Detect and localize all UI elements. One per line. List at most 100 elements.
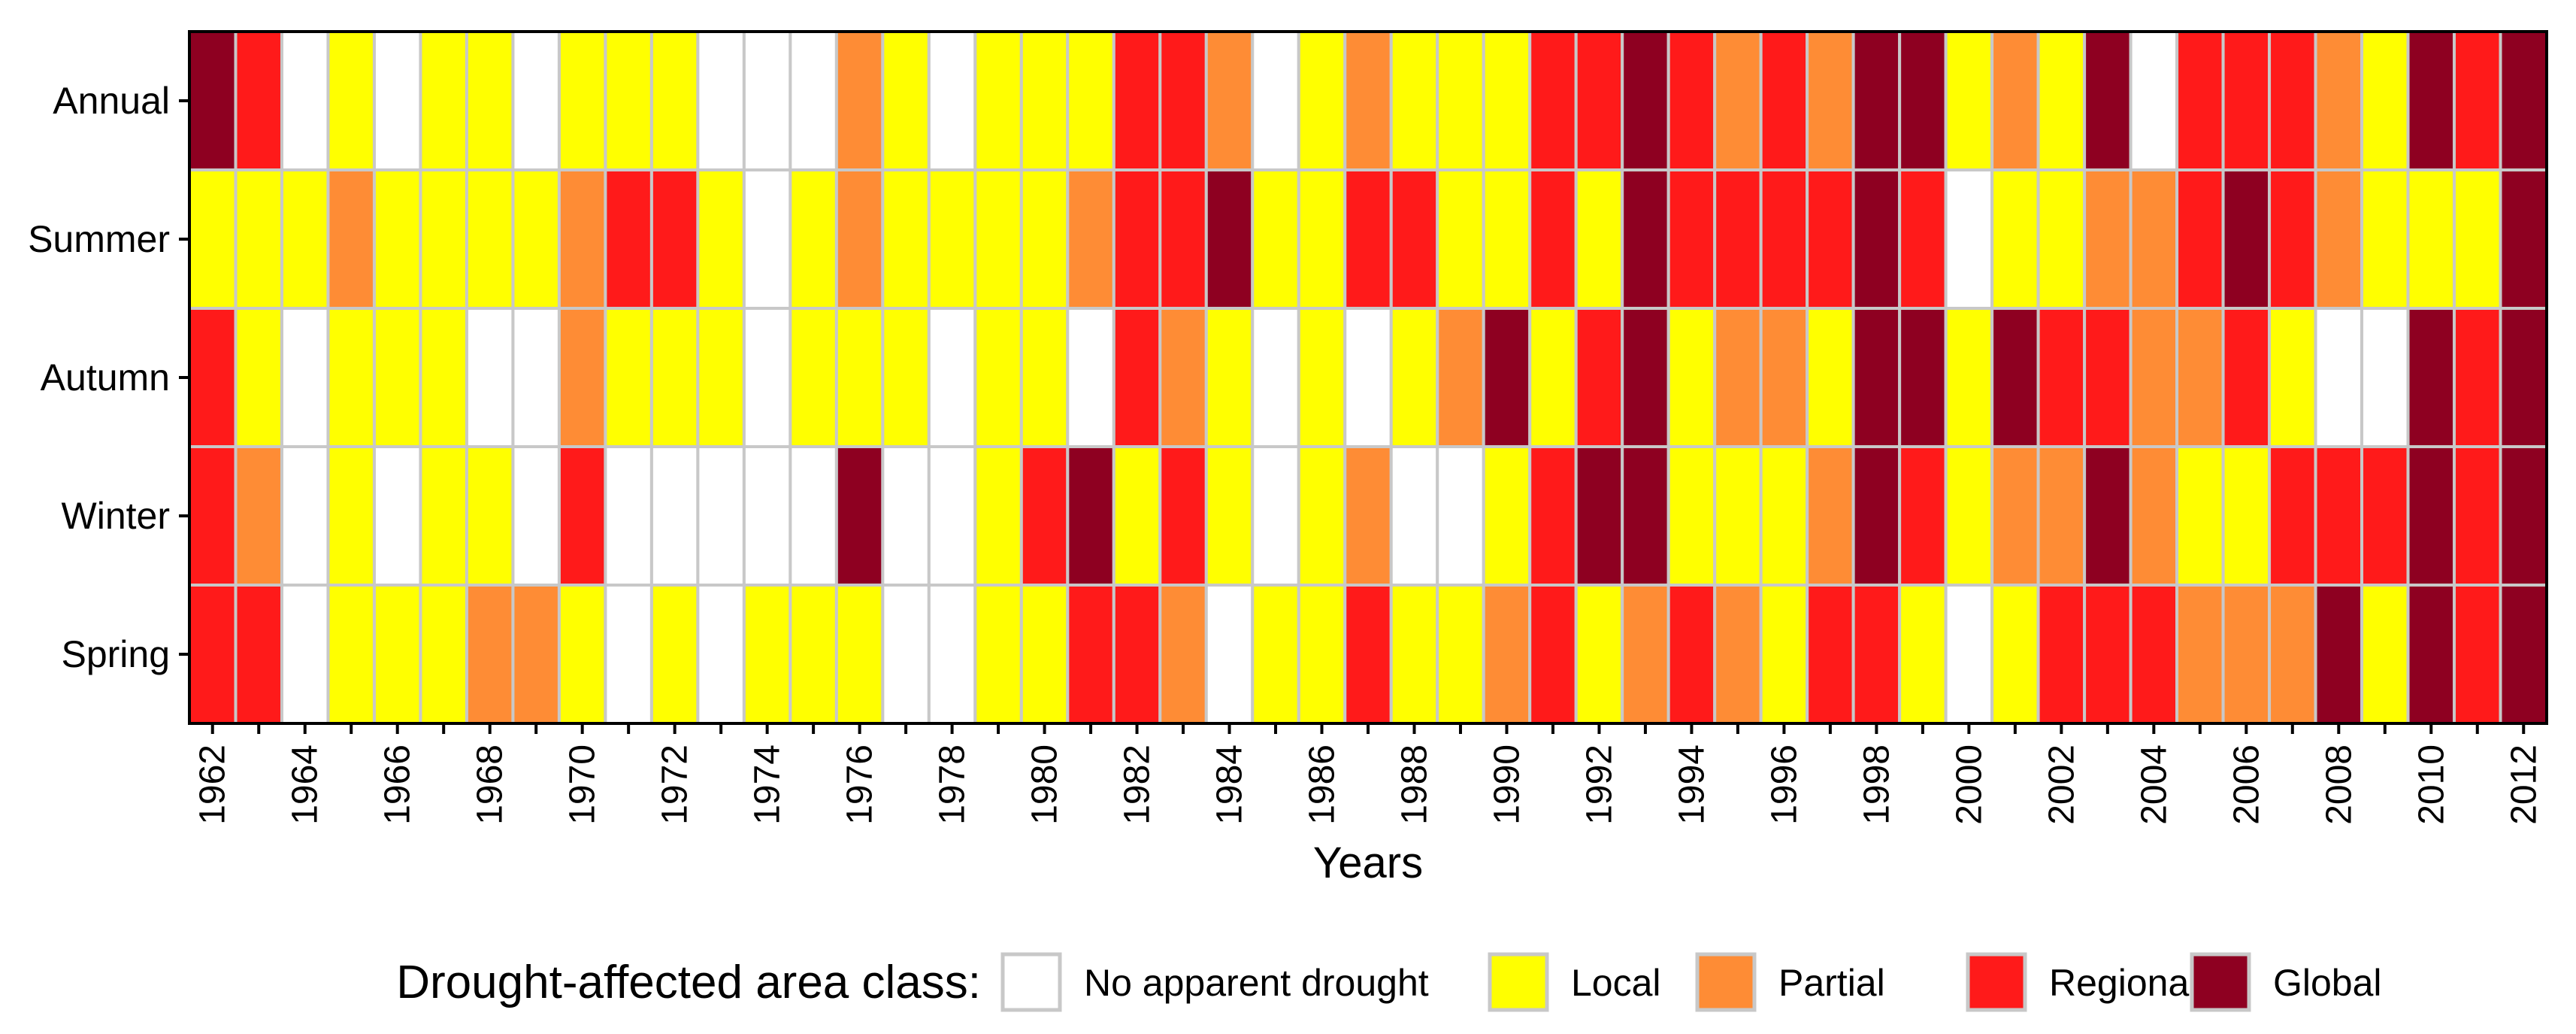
heatmap-cell — [1019, 307, 1070, 448]
heatmap-cell — [2314, 445, 2364, 587]
heatmap-cell — [511, 168, 561, 310]
heatmap-cell — [234, 307, 283, 448]
y-axis: Annual Summer Autumn Winter Spring — [28, 80, 189, 675]
heatmap-cell — [1528, 584, 1578, 725]
heatmap-cell — [1343, 30, 1393, 171]
x-tick-label: 1972 — [655, 744, 695, 825]
heatmap-cell — [372, 307, 422, 448]
heatmap-cell — [465, 30, 515, 171]
heatmap-cell — [1158, 30, 1208, 171]
heatmap-cell — [1990, 30, 2040, 171]
heatmap-cell — [834, 307, 885, 448]
heatmap-cell — [419, 445, 468, 587]
x-tick-label: 2000 — [1949, 744, 1989, 825]
heatmap-cell — [2221, 307, 2272, 448]
heatmap-cell — [2175, 445, 2225, 587]
heatmap-cell — [2499, 30, 2548, 171]
heatmap-cell — [1436, 445, 1485, 587]
heatmap-cell — [1343, 168, 1393, 310]
heatmap-cell — [2083, 30, 2133, 171]
heatmap-cell — [973, 307, 1023, 448]
heatmap-cell — [2453, 445, 2502, 587]
heatmap-cell — [649, 168, 700, 310]
heatmap-cell — [1158, 168, 1208, 310]
y-tick-label: Autumn — [41, 356, 170, 399]
heatmap-cell — [696, 168, 746, 310]
legend-title: Drought-affected area class: — [396, 957, 981, 1008]
x-tick-label: 1976 — [840, 744, 880, 825]
heatmap-cell — [2036, 445, 2087, 587]
heatmap-cell — [1898, 445, 1948, 587]
heatmap-cell — [511, 30, 561, 171]
heatmap-cell — [2499, 584, 2548, 725]
x-tick-label: 2012 — [2504, 744, 2544, 825]
heatmap-cell — [1389, 168, 1439, 310]
heatmap-cell — [1204, 168, 1255, 310]
heatmap-cell — [696, 445, 746, 587]
heatmap-cell — [2406, 445, 2456, 587]
heatmap-cell — [1944, 584, 1994, 725]
heatmap-cell — [1389, 307, 1439, 448]
heatmap-cell — [465, 168, 515, 310]
heatmap-cell — [1389, 30, 1439, 171]
heatmap-cell — [927, 168, 977, 310]
heatmap-cell — [1851, 168, 1902, 310]
heatmap-cell — [1898, 307, 1948, 448]
heatmap-cell — [511, 445, 561, 587]
heatmap-cell — [1806, 307, 1855, 448]
heatmap-cell — [1759, 307, 1809, 448]
heatmap-cell — [2268, 30, 2317, 171]
heatmap-cell — [1482, 307, 1532, 448]
heatmap-cell — [1066, 307, 1115, 448]
heatmap-cell — [1436, 307, 1485, 448]
heatmap-cell — [2499, 445, 2548, 587]
heatmap-cell — [372, 584, 422, 725]
heatmap-cell — [511, 584, 561, 725]
x-tick-label: 1978 — [933, 744, 973, 825]
heatmap-cell — [789, 445, 838, 587]
heatmap-cell — [1806, 445, 1855, 587]
heatmap-cell — [604, 30, 653, 171]
heatmap-cell — [1297, 307, 1347, 448]
heatmap-cell — [2129, 168, 2179, 310]
heatmap-cell — [557, 307, 607, 448]
heatmap-cell — [1066, 445, 1115, 587]
heatmap-cell — [1851, 30, 1902, 171]
heatmap-cell — [557, 168, 607, 310]
heatmap-cell — [419, 584, 468, 725]
heatmap-cell — [188, 168, 238, 310]
heatmap-cell — [881, 307, 931, 448]
heatmap-cell — [1343, 307, 1393, 448]
heatmap-cell — [1204, 30, 1255, 171]
heatmap-cell — [2406, 307, 2456, 448]
heatmap-cell — [2221, 168, 2272, 310]
y-tick-label: Annual — [53, 80, 170, 122]
heatmap-cell — [2083, 445, 2133, 587]
heatmap-cell — [1389, 584, 1439, 725]
heatmap-cell — [973, 30, 1023, 171]
legend-swatch — [1966, 952, 2027, 1012]
heatmap-cell — [280, 445, 330, 587]
heatmap-cell — [419, 168, 468, 310]
heatmap-cell — [2453, 168, 2502, 310]
heatmap-cell — [742, 307, 792, 448]
legend-swatch — [1000, 952, 1062, 1012]
x-tick-label: 1998 — [1857, 744, 1896, 825]
heatmap-cell — [2314, 584, 2364, 725]
heatmap-cell — [2453, 307, 2502, 448]
heatmap-cell — [2268, 307, 2317, 448]
heatmap-cell — [1759, 445, 1809, 587]
heatmap-cell — [1251, 30, 1300, 171]
heatmap-cell — [1574, 307, 1624, 448]
heatmap-cell — [1713, 30, 1763, 171]
heatmap-cell — [280, 30, 330, 171]
heatmap-cell — [1158, 307, 1208, 448]
x-tick-label: 1964 — [286, 744, 325, 825]
heatmap-cell — [2083, 168, 2133, 310]
x-tick-label: 1980 — [1025, 744, 1065, 825]
heatmap-cell — [927, 307, 977, 448]
heatmap-cell — [2221, 445, 2272, 587]
heatmap-cell — [1944, 307, 1994, 448]
heatmap-cell — [2129, 30, 2179, 171]
heatmap-cell — [1482, 168, 1532, 310]
